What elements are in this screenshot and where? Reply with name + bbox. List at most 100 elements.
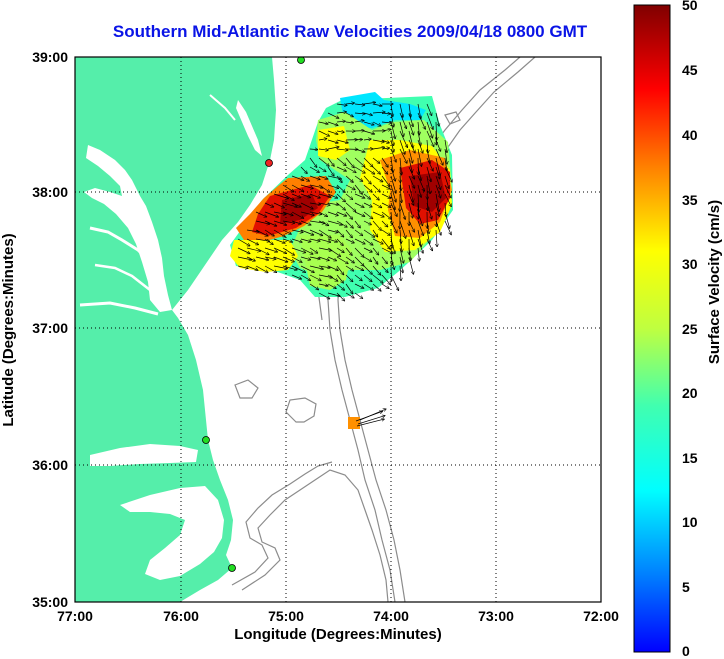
x-tick-label: 75:00: [268, 608, 304, 624]
velocity-arrow: [372, 193, 379, 200]
velocity-arrow: [381, 129, 391, 131]
velocity-arrow: [345, 166, 356, 173]
velocity-arrow: [444, 184, 451, 198]
velocity-arrow: [381, 139, 389, 143]
velocity-arrow: [300, 184, 313, 188]
velocity-arrow: [381, 238, 390, 249]
velocity-arrow: [381, 229, 390, 235]
velocity-arrow: [309, 256, 320, 259]
x-axis-label: Longitude (Degrees:Minutes): [234, 626, 442, 643]
velocity-arrow: [363, 193, 370, 199]
velocity-arrow: [354, 283, 364, 288]
x-tick-label: 72:00: [583, 608, 619, 624]
velocity-arrow: [327, 203, 338, 205]
velocity-arrow: [345, 274, 353, 282]
velocity-arrow: [444, 193, 451, 206]
velocity-arrow: [318, 266, 330, 268]
velocity-arrow: [318, 121, 328, 124]
velocity-arrow: [273, 256, 288, 262]
velocity-arrow: [408, 139, 415, 153]
velocity-arrow: [327, 193, 338, 198]
velocity-arrow: [336, 247, 344, 252]
velocity-arrow: [363, 112, 372, 115]
velocity-arrow: [417, 139, 423, 153]
velocity-arrow: [363, 229, 375, 237]
velocity-arrow: [354, 202, 364, 207]
velocity-arrow: [408, 112, 413, 127]
velocity-arrow: [309, 193, 320, 198]
velocity-arrow: [345, 184, 355, 190]
velocity-arrow: [273, 220, 286, 225]
velocity-arrow: [417, 229, 421, 247]
velocity-arrow: [435, 193, 439, 211]
velocity-arrow: [390, 175, 396, 193]
velocity-arrow: [345, 220, 353, 228]
y-tick-label: 36:00: [32, 457, 68, 473]
velocity-arrow: [309, 283, 318, 290]
station-marker[interactable]: [228, 564, 236, 572]
velocity-arrow: [426, 220, 429, 234]
velocity-arrow: [417, 238, 423, 253]
colorbar-tick-label: 0: [682, 643, 690, 659]
velocity-arrow: [363, 166, 375, 174]
velocity-arrow: [408, 130, 413, 148]
velocity-arrow: [273, 247, 286, 253]
velocity-arrow: [309, 238, 320, 241]
station-marker[interactable]: [265, 159, 273, 167]
potomac-river: [89, 226, 152, 264]
velocity-arrow: [436, 121, 437, 140]
velocity-arrow: [282, 211, 293, 215]
station-marker[interactable]: [202, 436, 210, 444]
grid-lines: [75, 57, 601, 602]
velocity-arrow: [408, 121, 414, 135]
velocity-arrow: [255, 229, 268, 236]
velocity-arrow: [354, 121, 364, 123]
velocity-arrow: [417, 130, 421, 146]
velocity-arrow: [309, 229, 323, 236]
velocity-arrow: [318, 292, 330, 299]
velocity-arrow: [435, 202, 439, 216]
velocity-arrow: [399, 121, 404, 136]
y-tick-label: 35:00: [32, 594, 68, 610]
velocity-arrow: [400, 175, 401, 190]
velocity-arrow: [399, 130, 407, 147]
velocity-arrow: [327, 238, 337, 242]
velocity-arrow: [345, 229, 352, 238]
velocity-arrow: [318, 130, 329, 136]
velocity-arrow: [363, 121, 374, 125]
velocity-arrow: [417, 148, 422, 166]
velocity-arrow: [345, 256, 354, 263]
velocity-arrow: [372, 166, 380, 174]
colorbar-tick-label: 10: [682, 514, 698, 530]
velocity-arrow: [399, 247, 404, 263]
velocity-arrow: [372, 283, 381, 291]
velocity-arrow: [327, 265, 338, 270]
velocity-arrow: [363, 274, 372, 281]
velocity-arrow: [390, 274, 399, 290]
velocity-arrow: [354, 256, 364, 266]
velocity-arrow: [336, 149, 348, 150]
velocity-arrow: [291, 256, 302, 262]
velocity-arrow: [399, 112, 406, 128]
velocity-arrow: [381, 256, 387, 264]
velocity-arrow: [435, 175, 441, 189]
velocity-arrow: [300, 175, 309, 181]
velocity-arrow: [300, 247, 313, 254]
pamlico-sound: [120, 486, 224, 580]
velocity-arrow: [300, 274, 310, 280]
velocity-arrow: [390, 157, 393, 172]
velocity-arrow: [408, 256, 413, 274]
velocity-arrow: [436, 211, 437, 227]
map-title: Southern Mid-Atlantic Raw Velocities 200…: [112, 22, 588, 41]
velocity-arrow: [444, 148, 447, 164]
y-axis-label: Latitude (Degrees:Minutes): [0, 233, 17, 426]
colorbar-tick-label: 20: [682, 385, 698, 401]
velocity-arrow: [354, 211, 365, 216]
velocity-arrow: [336, 193, 345, 202]
velocity-arrow: [318, 149, 328, 150]
x-tick-label: 74:00: [373, 608, 409, 624]
velocity-arrow: [363, 211, 373, 219]
velocity-arrow: [408, 175, 415, 188]
station-marker[interactable]: [297, 57, 305, 64]
velocity-arrow: [372, 229, 378, 237]
